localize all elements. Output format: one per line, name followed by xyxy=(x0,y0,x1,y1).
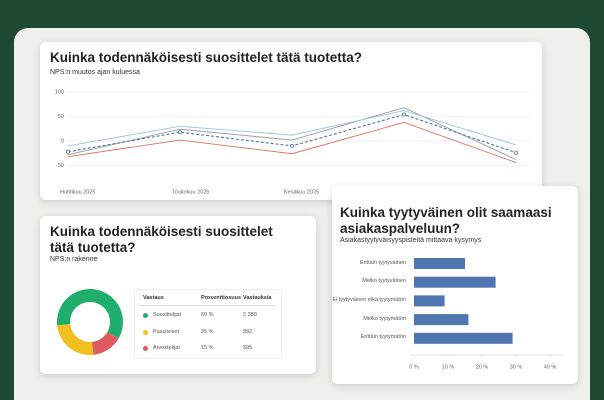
category-label: Suosittelijat xyxy=(153,312,182,318)
table-header: Vastaus xyxy=(143,295,164,301)
legend-dot xyxy=(143,329,148,335)
value-label: 15 % xyxy=(201,345,214,351)
point xyxy=(289,143,294,148)
count-label: 595 xyxy=(243,345,253,351)
category-label: Melko tyytyväinen xyxy=(362,278,406,285)
line xyxy=(67,121,517,163)
table: Vastaus Prosenttiosuus Vastauksia Suosittel… xyxy=(134,289,282,359)
x-tick-label: 20 % xyxy=(476,364,489,370)
x-tick-label: 40 % xyxy=(544,364,557,370)
y-tick-label: 0 xyxy=(61,138,64,144)
category-label: Arvostelijat xyxy=(153,345,180,351)
card-title: Kuinka todennäköisesti suosittelet tätä … xyxy=(50,50,363,65)
chart xyxy=(57,289,123,355)
bar xyxy=(414,332,513,344)
card-title: Kuinka tyytyväinen olit saamaasi asiakas… xyxy=(340,205,552,236)
card-title: Kuinka todennäköisesti suosittelet tätä … xyxy=(50,224,273,255)
chart: 100 50 0 -50 Huhtikuu 2025 Toukokuu 2025 Kesäk… xyxy=(55,89,530,195)
point xyxy=(513,150,518,155)
point xyxy=(65,149,70,154)
y-tick-label: -50 xyxy=(56,163,64,169)
legend-dot xyxy=(143,313,148,318)
chart: 0 % 10 % 20 % 30 % 40 % xyxy=(409,258,564,370)
card-subtitle: NPS:n muutos ajan kuluessa xyxy=(50,69,140,76)
bar xyxy=(414,314,469,326)
card: 0 % 10 % 20 % 30 % 40 % Kuinka tyytyväinen o… xyxy=(332,186,578,384)
point xyxy=(401,112,406,117)
pie-slice xyxy=(57,324,94,355)
x-tick-label: 0 % xyxy=(409,364,419,370)
card: Kuinka todennäköisesti suosittelet tätä … xyxy=(40,216,316,374)
x-tick-label: Kesäkuu 2025 xyxy=(284,189,319,195)
x-tick-label: Toukokuu 2025 xyxy=(172,189,209,195)
bar xyxy=(414,258,465,269)
y-tick-label: 50 xyxy=(58,114,64,120)
pie-slice xyxy=(57,289,123,339)
table-header: Prosenttiosuus xyxy=(201,295,242,301)
count-label: 992 xyxy=(243,328,253,335)
x-tick-label: Huhtikuu 2025 xyxy=(60,189,95,195)
category-label: Erittäin tyytyväinen xyxy=(359,259,406,266)
x-tick-label: 30 % xyxy=(510,364,523,370)
card-subtitle: NPS:n rakenne xyxy=(50,256,98,263)
card-subtitle: Asiakastyytyväisyyspisteitä mittaava kys… xyxy=(340,237,482,244)
count-label: 2 380 xyxy=(243,312,257,318)
point xyxy=(177,130,182,135)
legend-dot xyxy=(143,346,148,351)
card: 100 50 0 -50 Huhtikuu 2025 Toukokuu 2025 Kesäk… xyxy=(40,42,542,200)
category-label: Ei tyytyväinen eikä tyytymätön xyxy=(332,296,406,303)
bar xyxy=(414,276,496,288)
divider xyxy=(139,305,277,306)
x-tick-label: 10 % xyxy=(442,364,455,370)
pie-slice xyxy=(92,332,119,355)
y-tick-label: 100 xyxy=(55,89,64,95)
line xyxy=(67,107,517,161)
category-label: Melko tyytymätön xyxy=(363,315,406,322)
category-label: Erittäin tyytymätön xyxy=(360,334,406,341)
value-label: 60 % xyxy=(201,312,214,318)
value-label: 25 % xyxy=(201,328,214,335)
table-header: Vastauksia xyxy=(243,295,272,301)
bar xyxy=(414,295,445,307)
category-label: Passiiviset xyxy=(153,328,179,335)
line xyxy=(67,110,517,147)
